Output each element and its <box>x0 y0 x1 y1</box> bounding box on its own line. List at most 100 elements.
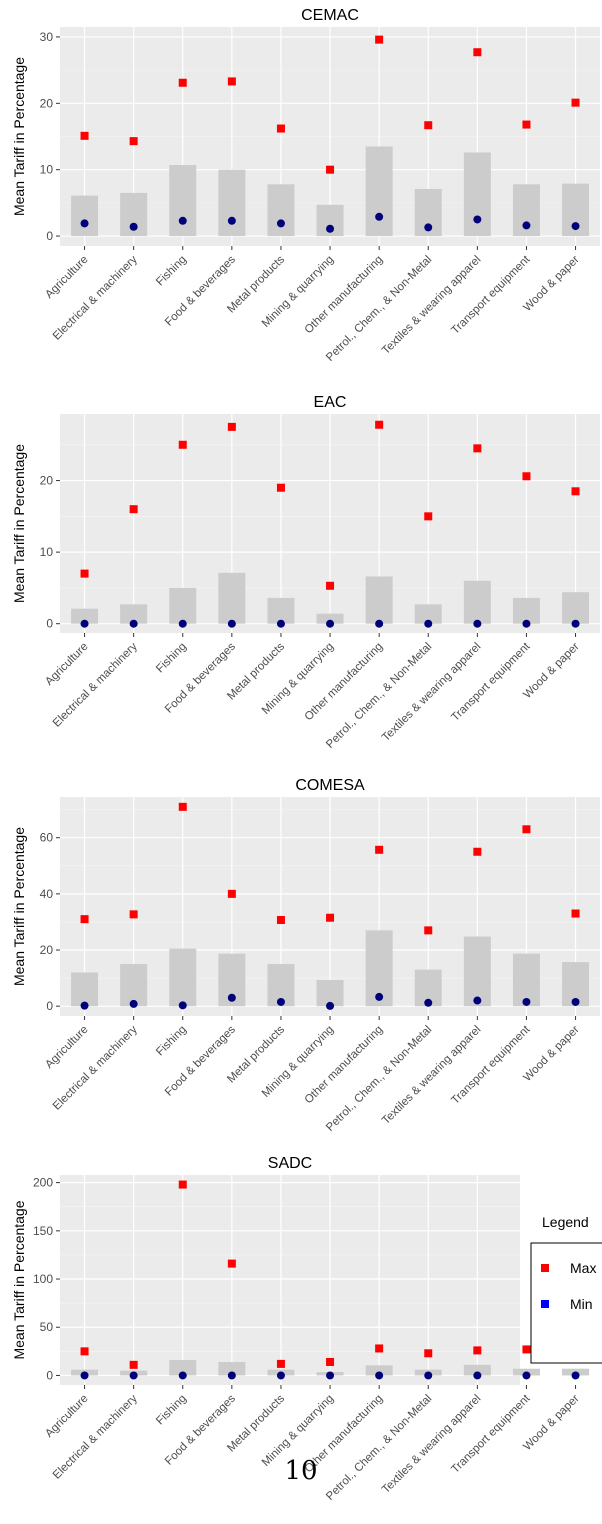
max-point <box>473 444 482 453</box>
x-tick-label: Electrical & machinery <box>51 253 140 342</box>
min-point <box>375 212 384 221</box>
max-point <box>424 1349 433 1358</box>
x-tick-label: Fishing <box>154 254 189 289</box>
max-point <box>522 1345 531 1354</box>
legend: Legend Max Min <box>530 1214 602 1364</box>
max-point <box>276 124 285 133</box>
max-point <box>227 77 236 86</box>
x-tick-label: Textiles & wearing apparel <box>380 1024 483 1127</box>
min-point <box>473 1371 482 1380</box>
min-point <box>424 998 433 1007</box>
y-tick-label: 50 <box>40 1320 54 1334</box>
x-tick-label: Petrol., Chem., & Non-Metal <box>324 1393 434 1503</box>
mean-bar <box>463 1364 491 1376</box>
panel-title: CEMAC <box>301 7 359 24</box>
max-point <box>178 802 187 811</box>
mean-bar <box>365 146 393 237</box>
max-point <box>326 581 335 590</box>
max-point <box>326 165 335 174</box>
min-point <box>424 1371 433 1380</box>
max-point <box>227 422 236 431</box>
y-tick-label: 20 <box>40 96 54 110</box>
mean-bar <box>463 152 491 237</box>
min-point <box>571 619 580 628</box>
min-point <box>375 619 384 628</box>
min-point <box>571 222 580 231</box>
mean-bar <box>463 580 491 624</box>
mean-bar <box>218 572 246 624</box>
x-tick-label: Agriculture <box>43 1024 90 1071</box>
y-axis-label: Mean Tariff in Percentage <box>11 1200 27 1359</box>
min-point <box>424 223 433 232</box>
x-tick-label: Electrical & machinery <box>51 640 140 729</box>
max-point <box>473 1346 482 1355</box>
max-point <box>276 483 285 492</box>
mean-bar <box>562 592 590 624</box>
min-point <box>178 1371 187 1380</box>
x-tick-label: Petrol., Chem., & Non-Metal <box>324 254 434 364</box>
min-point <box>375 1371 384 1380</box>
panel-title: EAC <box>314 394 347 411</box>
min-point <box>326 619 335 628</box>
y-tick-label: 10 <box>40 163 54 177</box>
max-point <box>129 137 138 146</box>
min-point <box>178 216 187 225</box>
mean-bar <box>169 948 197 1007</box>
mean-bar <box>71 608 99 624</box>
max-point <box>276 1359 285 1368</box>
mean-bar <box>218 1361 246 1376</box>
mean-bar <box>267 597 295 624</box>
max-point <box>571 909 580 918</box>
mean-bar <box>218 169 246 237</box>
min-point <box>522 619 531 628</box>
max-point <box>375 35 384 44</box>
y-tick-label: 0 <box>46 1368 53 1382</box>
x-tick-label: Petrol., Chem., & Non-Metal <box>324 641 434 751</box>
max-point <box>276 915 285 924</box>
max-point <box>80 1347 89 1356</box>
max-point <box>80 915 89 924</box>
mean-bar <box>512 597 540 624</box>
mean-bar <box>365 576 393 624</box>
plot-background <box>60 1175 520 1385</box>
min-point <box>80 219 89 228</box>
max-point <box>178 78 187 87</box>
mean-bar <box>120 604 148 624</box>
min-point <box>227 619 236 628</box>
min-point <box>227 1371 236 1380</box>
page-number: 10 <box>284 1456 318 1486</box>
min-point <box>276 219 285 228</box>
x-tick-label: Textiles & wearing apparel <box>380 641 483 744</box>
min-point <box>473 215 482 224</box>
max-point <box>227 1259 236 1268</box>
mean-bar <box>120 964 148 1007</box>
panel-title: SADC <box>268 1155 312 1172</box>
legend-key-max <box>541 1264 549 1272</box>
x-tick-label: Electrical & machinery <box>51 1023 140 1112</box>
x-tick-label: Agriculture <box>43 1393 90 1440</box>
max-point <box>424 121 433 130</box>
min-point <box>129 619 138 628</box>
y-axis-label: Mean Tariff in Percentage <box>11 444 27 603</box>
min-point <box>522 997 531 1006</box>
max-point <box>375 845 384 854</box>
min-point <box>129 1371 138 1380</box>
mean-bar <box>71 972 99 1007</box>
max-point <box>178 1180 187 1189</box>
min-point <box>178 1001 187 1010</box>
legend-key-min <box>541 1300 549 1308</box>
max-point <box>80 569 89 578</box>
y-axis-label: Mean Tariff in Percentage <box>11 827 27 986</box>
min-point <box>129 222 138 231</box>
x-tick-label: Fishing <box>154 1393 189 1428</box>
mean-bar <box>365 1365 393 1376</box>
x-tick-label: Fishing <box>154 641 189 676</box>
mean-bar <box>316 980 344 1007</box>
max-point <box>424 926 433 935</box>
max-point <box>129 505 138 514</box>
min-point <box>522 221 531 230</box>
min-point <box>571 1371 580 1380</box>
